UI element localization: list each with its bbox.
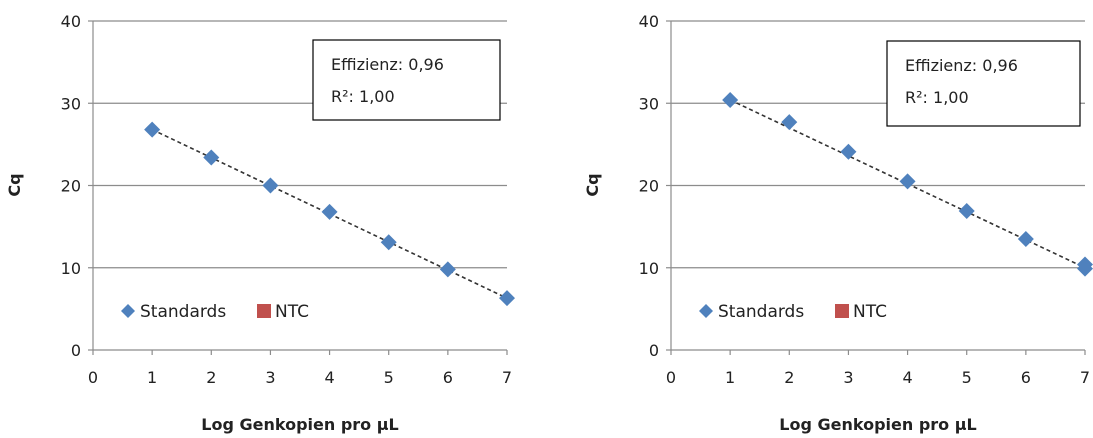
data-point-standards (380, 234, 397, 251)
x-axis-title: Log Genkopien pro µL (201, 415, 398, 434)
y-tick-label: 0 (649, 341, 659, 360)
annotation-box (312, 39, 501, 121)
annotation-r2: R²: 1,00 (331, 87, 395, 106)
data-point-standards (499, 290, 515, 307)
x-tick-label: 6 (1021, 368, 1031, 387)
legend-label-standards: Standards (718, 302, 804, 322)
y-tick-label: 40 (61, 12, 81, 31)
data-point-standards (958, 202, 975, 219)
x-tick-label: 7 (502, 368, 512, 387)
x-tick-label: 0 (666, 368, 676, 387)
x-tick-label: 3 (843, 368, 853, 387)
y-tick-label: 20 (639, 177, 659, 196)
x-tick-label: 3 (265, 368, 275, 387)
x-tick-label: 6 (443, 368, 453, 387)
data-point-standards (144, 121, 161, 138)
x-tick-label: 5 (384, 368, 394, 387)
y-tick-label: 30 (639, 94, 659, 113)
y-tick-label: 10 (639, 259, 659, 278)
chart-2: 0 10 20 30 40 0 1 2 3 4 5 6 7 Log Genkopien pro µL Cq E… (583, 12, 1093, 434)
x-tick-label: 2 (206, 368, 216, 387)
data-point-standards (203, 149, 220, 166)
legend-marker-standards (699, 304, 713, 318)
y-axis-title: Cq (5, 173, 24, 196)
legend-marker-standards (121, 304, 135, 318)
annotation-efficiency: Effizienz: 0,96 (905, 56, 1018, 75)
data-point-standards (899, 173, 916, 190)
x-axis-title: Log Genkopien pro µL (779, 415, 976, 434)
legend-label-standards: Standards (140, 302, 226, 322)
y-tick-label: 40 (639, 12, 659, 31)
data-point-standards (1077, 260, 1093, 277)
data-point-standards (262, 177, 279, 194)
x-tick-label: 0 (88, 368, 98, 387)
x-tick-label: 1 (725, 368, 735, 387)
legend-marker-ntc (835, 304, 849, 318)
legend-marker-ntc (257, 304, 271, 318)
y-tick-label: 30 (61, 94, 81, 113)
x-tick-label: 7 (1080, 368, 1090, 387)
legend-label-ntc: NTC (275, 302, 309, 322)
y-tick-label: 20 (61, 177, 81, 196)
y-tick-label: 0 (71, 341, 81, 360)
x-tick-label: 4 (902, 368, 912, 387)
legend-label-ntc: NTC (853, 302, 887, 322)
y-axis-title: Cq (583, 173, 602, 196)
annotation-efficiency: Effizienz: 0,96 (331, 55, 444, 74)
data-point-standards (722, 91, 739, 108)
y-tick-label: 10 (61, 259, 81, 278)
data-point-standards (439, 261, 456, 278)
data-point-standards (781, 114, 798, 131)
annotation-box (886, 40, 1081, 127)
annotation-r2: R²: 1,00 (905, 88, 969, 107)
data-point-standards (840, 143, 857, 160)
x-tick-label: 4 (324, 368, 334, 387)
x-tick-label: 5 (962, 368, 972, 387)
data-point-standards (1017, 230, 1034, 247)
x-tick-label: 1 (147, 368, 157, 387)
chart-1: 0 10 20 30 40 0 1 2 3 4 5 6 7 Log Genkopien pro µL Cq E… (5, 12, 515, 434)
x-tick-label: 2 (784, 368, 794, 387)
data-point-standards (321, 203, 338, 220)
